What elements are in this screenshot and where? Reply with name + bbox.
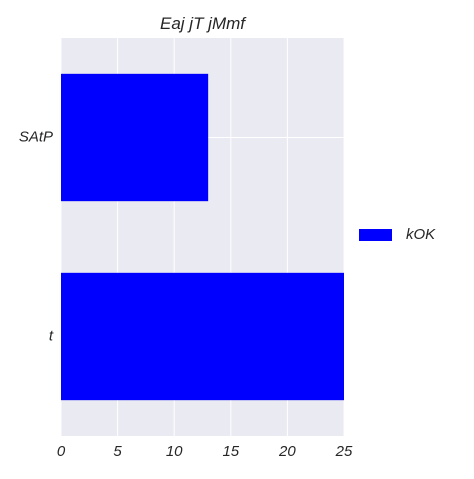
x-tick-label: 15 (222, 443, 239, 460)
bar (61, 272, 344, 401)
legend-swatch (359, 229, 392, 241)
chart-title: Eaj jT jMmf (160, 14, 247, 33)
x-tick-label: 10 (166, 443, 183, 460)
x-tick-label: 25 (335, 443, 353, 460)
bars (61, 73, 344, 401)
x-tick-label: 20 (278, 443, 296, 460)
y-tick-label: SAtP (19, 128, 53, 145)
x-tick-label: 5 (113, 443, 122, 460)
y-axis-ticks: SAtP t (19, 128, 54, 344)
bar (61, 73, 209, 202)
y-tick-label: t (49, 327, 54, 344)
x-tick-label: 0 (57, 443, 66, 460)
x-axis-ticks: 0 5 10 15 20 25 (57, 443, 353, 460)
legend: kOK (359, 226, 436, 243)
legend-label: kOK (406, 226, 436, 243)
